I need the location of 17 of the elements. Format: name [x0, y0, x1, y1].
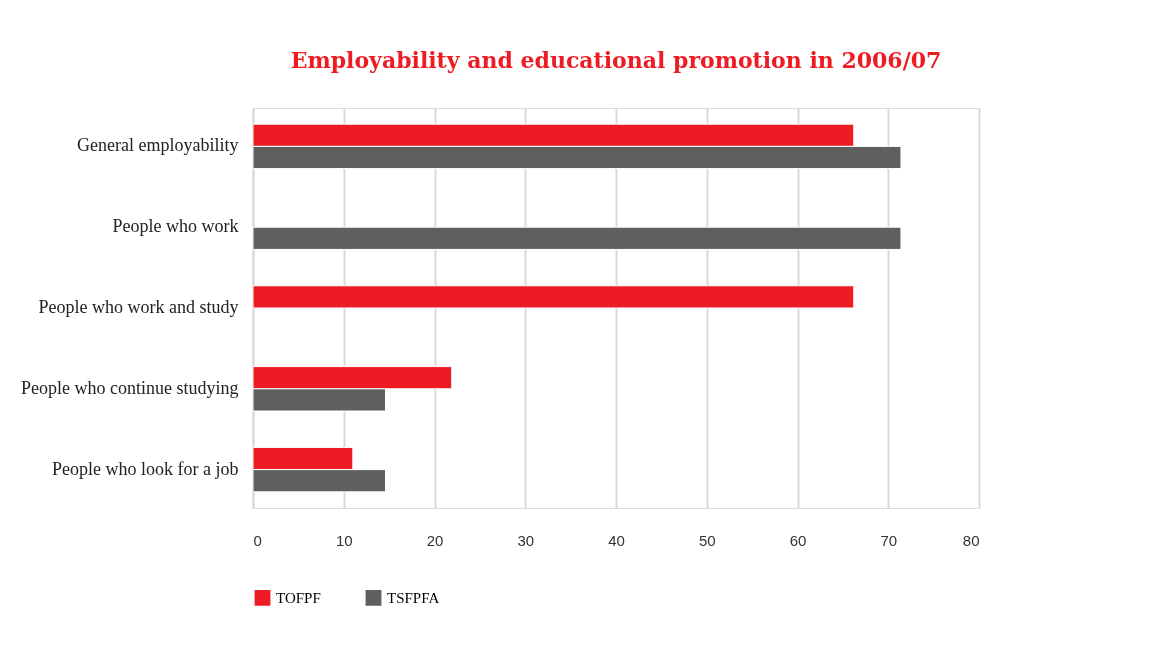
x-tick-label: 40 [608, 531, 625, 549]
x-tick-label: 80 [962, 531, 980, 549]
y-tick-label: People who look for a job [52, 458, 239, 479]
chart-title: Employability and educational promotion in 2006/07 [290, 47, 942, 73]
legend-label: TSFPFA [387, 589, 440, 606]
x-tick-label: 10 [335, 531, 353, 549]
x-tick-label: 70 [880, 531, 898, 549]
x-tick-label: 50 [698, 531, 716, 549]
y-tick-label: People who work [112, 216, 239, 237]
y-tick-label: People who work and study [38, 297, 239, 317]
x-tick-label: 0 [253, 531, 262, 549]
x-tick-label: 60 [789, 531, 807, 549]
y-tick-label: People who continue studying [21, 377, 239, 398]
x-tick-label: 30 [517, 531, 535, 549]
x-tick-label: 20 [426, 531, 444, 549]
y-tick-label: General employability [77, 135, 239, 156]
legend-label: TOFPF [276, 589, 321, 606]
